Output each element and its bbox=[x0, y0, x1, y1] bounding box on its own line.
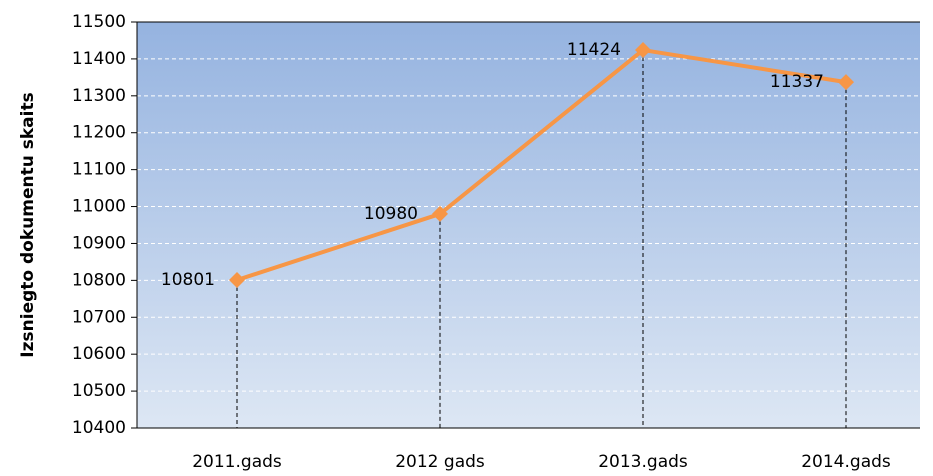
point-marker bbox=[635, 42, 651, 59]
data-label: 11337 bbox=[770, 72, 824, 92]
y-tick-label: 11400 bbox=[72, 49, 126, 69]
x-tick-label: 2011.gads bbox=[192, 452, 282, 472]
data-label: 10980 bbox=[364, 204, 418, 224]
data-label: 10801 bbox=[161, 270, 215, 290]
y-tick-label: 10600 bbox=[72, 344, 126, 364]
y-tick-label: 11100 bbox=[72, 160, 126, 180]
data-label: 11424 bbox=[567, 40, 621, 60]
y-tick-label: 10400 bbox=[72, 418, 126, 438]
x-tick-label: 2012 gads bbox=[395, 452, 485, 472]
y-axis-label: Izsniegto dokumentu skaits bbox=[18, 92, 38, 357]
y-tick-label: 11300 bbox=[72, 86, 126, 106]
y-tick-label: 10900 bbox=[72, 233, 126, 253]
x-tick-label: 2014.gads bbox=[801, 452, 891, 472]
point-marker bbox=[838, 74, 854, 91]
x-tick-label: 2013.gads bbox=[598, 452, 688, 472]
y-tick-label: 11500 bbox=[72, 12, 126, 32]
y-tick-label: 10700 bbox=[72, 307, 126, 327]
point-marker bbox=[432, 205, 448, 222]
y-tick-label: 11200 bbox=[72, 123, 126, 143]
y-tick-label: 10500 bbox=[72, 381, 126, 401]
plot-area bbox=[137, 22, 920, 428]
y-tick-label: 11000 bbox=[72, 197, 126, 217]
point-marker bbox=[229, 271, 245, 288]
series-line bbox=[236, 48, 847, 282]
y-tick-label: 10800 bbox=[72, 270, 126, 290]
